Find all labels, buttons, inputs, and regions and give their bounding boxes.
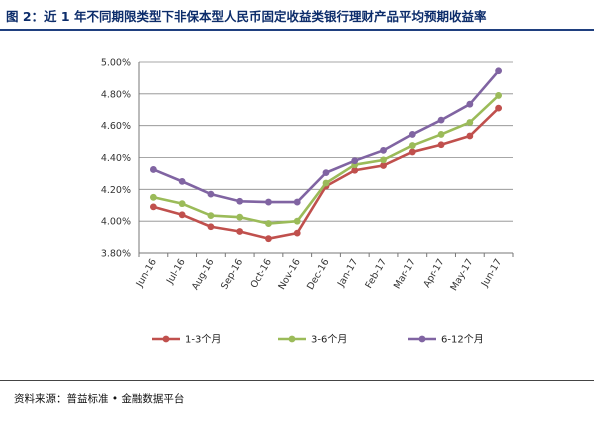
data-point [437, 131, 445, 138]
data-point [351, 157, 359, 165]
source-divider [0, 380, 594, 381]
x-tick-label: Jul-16 [164, 257, 188, 287]
legend-marker [162, 335, 170, 343]
y-tick-label: 4.80% [101, 89, 131, 100]
x-axis [138, 62, 514, 257]
y-tick-label: 5.00% [101, 58, 131, 69]
y-axis-ticks: 3.80% 4.00% 4.20% 4.40% 4.60% 4.80% 5.00% [101, 58, 131, 260]
legend-label: 1-3个月 [185, 334, 221, 346]
data-point [178, 177, 186, 185]
legend: 1-3个月 3-6个月 6-12个月 [152, 334, 484, 346]
data-point [265, 235, 272, 243]
y-tick-label: 3.80% [101, 249, 131, 260]
title-divider [0, 29, 594, 31]
y-tick-label: 4.40% [101, 153, 131, 164]
data-point [466, 100, 474, 108]
data-point [293, 217, 301, 225]
y-tick-label: 4.00% [101, 217, 131, 228]
data-point [351, 166, 359, 174]
data-point [236, 197, 244, 205]
data-point [207, 212, 215, 219]
gridlines [139, 61, 513, 254]
data-point [495, 67, 503, 75]
x-tick-label: Mar-17 [392, 257, 418, 291]
data-point [236, 213, 244, 221]
data-point [149, 203, 157, 211]
legend-label: 3-6个月 [311, 334, 347, 346]
data-point [380, 162, 387, 169]
x-tick-label: Sep-16 [219, 257, 245, 291]
data-point [265, 220, 272, 227]
data-point [466, 119, 474, 126]
data-point [207, 223, 215, 231]
data-point [466, 132, 474, 140]
x-tick-label: Apr-17 [421, 257, 446, 290]
data-point [408, 148, 416, 156]
data-point [380, 146, 387, 154]
data-point [149, 193, 157, 201]
line-chart: 3.80% 4.00% 4.20% 4.40% 4.60% 4.80% 5.00% Jun-… [101, 58, 514, 346]
source-note: 资料来源：普益标准 • 金融数据平台 [14, 393, 185, 405]
data-point [207, 190, 215, 198]
data-point [408, 131, 416, 138]
data-point [322, 179, 330, 187]
series-line [153, 94, 500, 225]
data-point [437, 116, 445, 124]
legend-marker [418, 335, 426, 343]
x-axis-ticks: Jun-16 Jul-16 Aug-16 Sep-16 Oct-16 Nov-16 Dec-… [134, 257, 504, 293]
data-point [408, 142, 416, 149]
data-point [495, 104, 503, 112]
data-point [293, 198, 301, 206]
series-lines [149, 67, 503, 243]
x-tick-label: Dec-16 [305, 257, 331, 292]
data-point [149, 166, 157, 173]
data-point [178, 200, 186, 208]
data-point [322, 169, 330, 177]
y-tick-label: 4.20% [101, 185, 131, 196]
legend-label: 6-12个月 [441, 334, 484, 346]
legend-marker [288, 335, 296, 343]
x-tick-label: Oct-16 [249, 257, 275, 290]
x-tick-label: Jun-16 [134, 257, 159, 290]
y-tick-label: 4.60% [101, 121, 131, 132]
data-point [380, 156, 387, 164]
x-tick-label: Nov-16 [276, 257, 302, 292]
x-tick-label: Aug-16 [190, 257, 217, 292]
data-point [437, 141, 445, 149]
data-point [178, 211, 186, 219]
x-tick-label: Jan-17 [335, 257, 360, 289]
x-tick-label: May-17 [448, 257, 475, 293]
data-point [293, 229, 301, 237]
figure-title: 图 2：近 1 年不同期限类型下非保本型人民币固定收益类银行理财产品平均预期收益… [6, 9, 487, 24]
data-point [495, 92, 503, 99]
x-tick-label: Feb-17 [363, 257, 389, 291]
x-tick-label: Jun-17 [479, 257, 504, 290]
data-point [236, 228, 244, 235]
data-point [265, 198, 272, 206]
